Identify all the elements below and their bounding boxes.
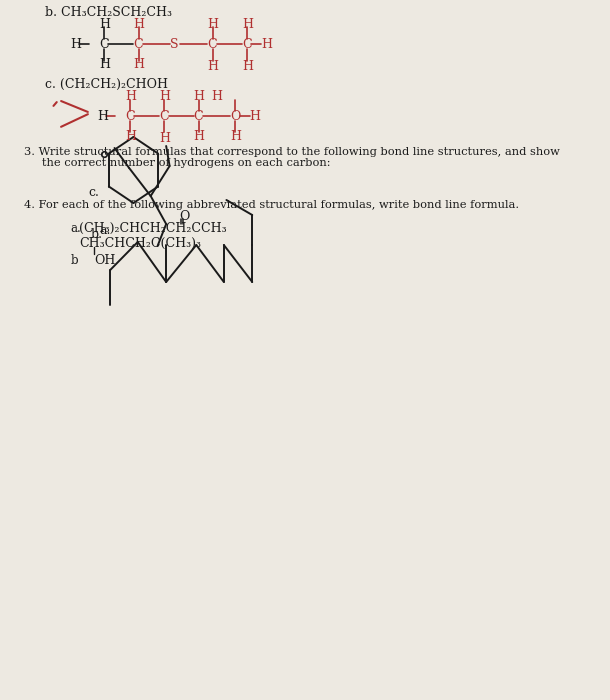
- Text: H: H: [125, 90, 136, 104]
- Text: H: H: [242, 60, 253, 74]
- Text: b.: b.: [90, 228, 102, 242]
- Text: H: H: [99, 18, 110, 31]
- Text: H: H: [261, 38, 272, 50]
- Text: 4. For each of the following abbreviated structural formulas, write bond line fo: 4. For each of the following abbreviated…: [24, 200, 519, 210]
- Text: C: C: [194, 109, 203, 122]
- Text: OH: OH: [94, 255, 115, 267]
- Text: H: H: [242, 18, 253, 31]
- Text: C: C: [207, 38, 217, 50]
- Text: H: H: [159, 132, 170, 144]
- Text: 3. Write structural formulas that correspond to the following bond line structur: 3. Write structural formulas that corres…: [24, 147, 560, 157]
- Text: H: H: [159, 90, 170, 104]
- Text: b: b: [71, 255, 78, 267]
- Text: H: H: [249, 109, 260, 122]
- Text: H: H: [125, 130, 136, 143]
- Text: a.: a.: [71, 221, 81, 234]
- Text: H: H: [207, 18, 218, 31]
- Text: C: C: [159, 109, 169, 122]
- Text: O: O: [230, 109, 240, 122]
- Text: H: H: [211, 90, 222, 104]
- Text: (CH₃)₂CHCH₂CH₂CCH₃: (CH₃)₂CHCH₂CH₂CCH₃: [79, 221, 227, 234]
- Text: H: H: [97, 109, 109, 122]
- Text: H: H: [230, 130, 241, 143]
- Text: H: H: [134, 18, 145, 31]
- Text: H: H: [71, 38, 82, 50]
- Text: C: C: [125, 109, 134, 122]
- Text: H: H: [194, 90, 205, 104]
- Text: a.: a.: [99, 223, 110, 237]
- Text: H: H: [194, 130, 205, 143]
- Text: CH₃CHCH₂C(CH₃)₃: CH₃CHCH₂C(CH₃)₃: [79, 237, 201, 249]
- Text: c.: c.: [88, 186, 99, 200]
- Text: b. CH₃CH₂SCH₂CH₃: b. CH₃CH₂SCH₂CH₃: [45, 6, 172, 18]
- Text: C: C: [134, 38, 143, 50]
- Text: H: H: [134, 57, 145, 71]
- Text: S: S: [170, 38, 179, 50]
- Text: H: H: [99, 57, 110, 71]
- Text: O: O: [179, 209, 190, 223]
- Text: C: C: [99, 38, 109, 50]
- Text: the correct number of hydrogens on each carbon:: the correct number of hydrogens on each …: [31, 158, 331, 168]
- Text: C: C: [242, 38, 251, 50]
- Text: c. (CH₂CH₂)₂CHOH: c. (CH₂CH₂)₂CHOH: [45, 78, 168, 90]
- Text: H: H: [207, 60, 218, 74]
